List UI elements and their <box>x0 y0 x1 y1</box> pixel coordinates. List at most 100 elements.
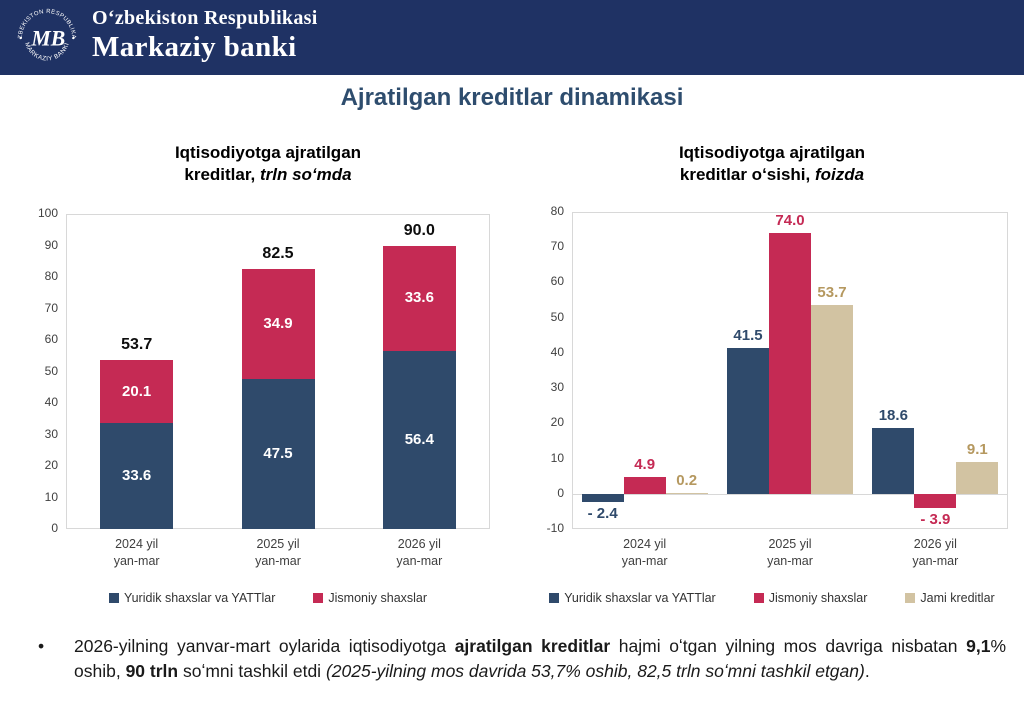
note-segment: % oshib, <box>74 636 1006 681</box>
right-chart-title-bold: kreditlar oʻsishi, <box>679 165 811 185</box>
page-title: Ajratilgan kreditlar dinamikasi <box>340 84 684 111</box>
legend-label: Jismoniy shaxslar <box>768 591 868 605</box>
note-segment: soʻmni tashkil etdi <box>178 661 326 681</box>
x-axis-category-label: 2026 yil yan-mar <box>912 537 959 568</box>
bar <box>914 493 957 508</box>
y-axis-tick-label: -10 <box>546 521 564 535</box>
left-chart-title: Iqtisodiyotga ajratilgan kreditlar, trln… <box>26 142 510 190</box>
left-chart-title-bold: kreditlar, <box>184 165 256 185</box>
x-axis-category-label: 2025 yil yan-mar <box>255 537 301 568</box>
bar-total-label: 53.7 <box>121 335 153 353</box>
bullet-marker: • <box>38 636 45 656</box>
left-chart: Iqtisodiyotga ajratilgan kreditlar, trln… <box>26 142 510 605</box>
note-segment: 9,1 <box>966 636 991 656</box>
bar-segment-label: 33.6 <box>404 289 434 307</box>
right-chart-title-line1: Iqtisodiyotga ajratilgan <box>678 143 866 162</box>
x-axis-category-label: 2026 yil yan-mar <box>396 537 443 568</box>
y-axis-tick-label: 90 <box>44 237 58 252</box>
right-chart-title: Iqtisodiyotga ajratilgan kreditlar oʻsis… <box>528 142 1016 190</box>
bar-value-label: 4.9 <box>634 455 656 473</box>
note-segment: ajratilgan kreditlar <box>454 636 611 656</box>
bar-segment <box>100 359 174 424</box>
bar-value-label: 41.5 <box>733 326 763 344</box>
legend-item: Jami kreditlar <box>905 591 995 605</box>
bar <box>581 493 624 503</box>
y-axis-tick-label: 30 <box>550 380 564 395</box>
bar-segment <box>382 351 456 529</box>
y-axis-tick-label: 60 <box>550 274 564 289</box>
header-bar: OʻZBEKISTON RESPUBLIKASI MARKAZIY BANKI … <box>0 0 1024 75</box>
bar-segment-label: 33.6 <box>122 467 152 485</box>
y-axis-tick-label: 80 <box>44 269 58 283</box>
bar <box>665 493 708 494</box>
y-axis-tick-label: 10 <box>550 450 564 465</box>
y-axis-tick-label: 50 <box>44 363 58 378</box>
legend-swatch-icon <box>753 593 764 603</box>
y-axis-tick-label: 40 <box>550 344 564 359</box>
y-axis-tick-label: 0 <box>557 485 564 500</box>
bar-value-label: 0.2 <box>676 472 698 490</box>
bar-total-label: 90.0 <box>403 221 435 239</box>
bar-value-label: - 3.9 <box>920 510 951 528</box>
bar-total-label: 82.5 <box>262 245 294 263</box>
bar-segment-label: 56.4 <box>404 431 434 449</box>
y-axis-tick-label: 50 <box>550 309 564 324</box>
x-axis-category-label: 2025 yil yan-mar <box>767 537 813 568</box>
right-chart-title-unit: foizda <box>810 165 865 185</box>
bar <box>623 476 666 494</box>
x-axis-category-label: 2024 yil yan-mar <box>621 537 668 568</box>
bar-value-label: 9.1 <box>966 440 988 458</box>
left-chart-legend: Yuridik shaxslar va YATTlar Jismoniy shax… <box>26 591 510 605</box>
legend-item: Yuridik shaxslar va YATTlar <box>549 591 716 605</box>
y-axis-tick-label: 60 <box>44 332 58 346</box>
note-segment: 2026-yilning yanvar-mart oylarida iqtiso… <box>74 636 455 656</box>
logo-monogram: MB <box>30 26 65 50</box>
y-axis-tick-label: 0 <box>51 521 58 535</box>
bar <box>769 233 811 494</box>
legend-item: Yuridik shaxslar va YATTlar <box>108 591 275 605</box>
bar-segment <box>241 269 315 380</box>
left-chart-plot-area: 0 10 20 30 40 50 60 70 80 90 100 33.6 20.1 53.7 2024 y… <box>26 194 510 577</box>
bar <box>872 428 915 494</box>
zero-gridline <box>572 493 1008 495</box>
plot-frame <box>572 212 1008 529</box>
legend-swatch-icon <box>108 593 119 603</box>
central-bank-logo: OʻZBEKISTON RESPUBLIKASI MARKAZIY BANKI … <box>11 0 80 71</box>
bar-value-label: 53.7 <box>817 283 847 301</box>
bar <box>956 461 999 494</box>
left-chart-title-line1: Iqtisodiyotga ajratilgan <box>174 143 362 162</box>
right-chart-legend: Yuridik shaxslar va YATTlar Jismoniy shax… <box>528 591 1016 605</box>
y-axis-tick-label: 70 <box>550 239 564 254</box>
y-axis-tick-label: 30 <box>44 426 58 441</box>
y-axis-tick-label: 80 <box>550 204 564 218</box>
legend-swatch-icon <box>905 593 916 603</box>
central-bank-logo-icon: OʻZBEKISTON RESPUBLIKASI MARKAZIY BANKI … <box>11 0 75 63</box>
bar <box>727 347 769 494</box>
left-chart-title-line2: kreditlar, trln soʻmda <box>26 164 510 186</box>
x-axis-category-label: 2024 yil yan-mar <box>113 537 160 568</box>
bar-value-label: - 2.4 <box>587 505 618 523</box>
bar-segment <box>382 245 456 352</box>
legend-item: Jismoniy shaxslar <box>753 591 868 605</box>
bar <box>811 304 853 494</box>
y-axis-tick-label: 20 <box>550 415 564 430</box>
right-chart-plot-area: -10 0 10 20 30 40 50 60 70 80 - 2.4 4.9 0.2 2024 yil y… <box>528 194 1016 577</box>
org-name-line2: Markaziy banki <box>92 31 297 63</box>
legend-label: Jami kreditlar <box>920 591 995 605</box>
note-text: 2026-yilning yanvar-mart oylarida iqtiso… <box>30 634 1006 684</box>
bar-value-label: 74.0 <box>775 212 805 230</box>
note-segment: hajmi oʻtgan yilning mos davriga nisbata… <box>610 636 967 656</box>
note-segment: 90 trln <box>125 661 179 681</box>
legend-label: Jismoniy shaxslar <box>328 591 428 605</box>
bar-segment-label: 34.9 <box>263 315 293 333</box>
y-axis-tick-label: 70 <box>44 300 58 315</box>
bar-segment <box>241 379 315 529</box>
y-axis-tick-label: 100 <box>37 206 58 220</box>
right-chart: Iqtisodiyotga ajratilgan kreditlar oʻsis… <box>528 142 1016 605</box>
y-axis-tick-label: 10 <box>44 489 58 504</box>
org-name-line1: Oʻzbekiston Respublikasi <box>92 7 318 29</box>
note-segment: (2025-yilning mos davrida 53,7% oshib, 8… <box>325 661 865 681</box>
legend-swatch-icon <box>313 593 324 603</box>
logo-left-dot <box>19 36 22 40</box>
